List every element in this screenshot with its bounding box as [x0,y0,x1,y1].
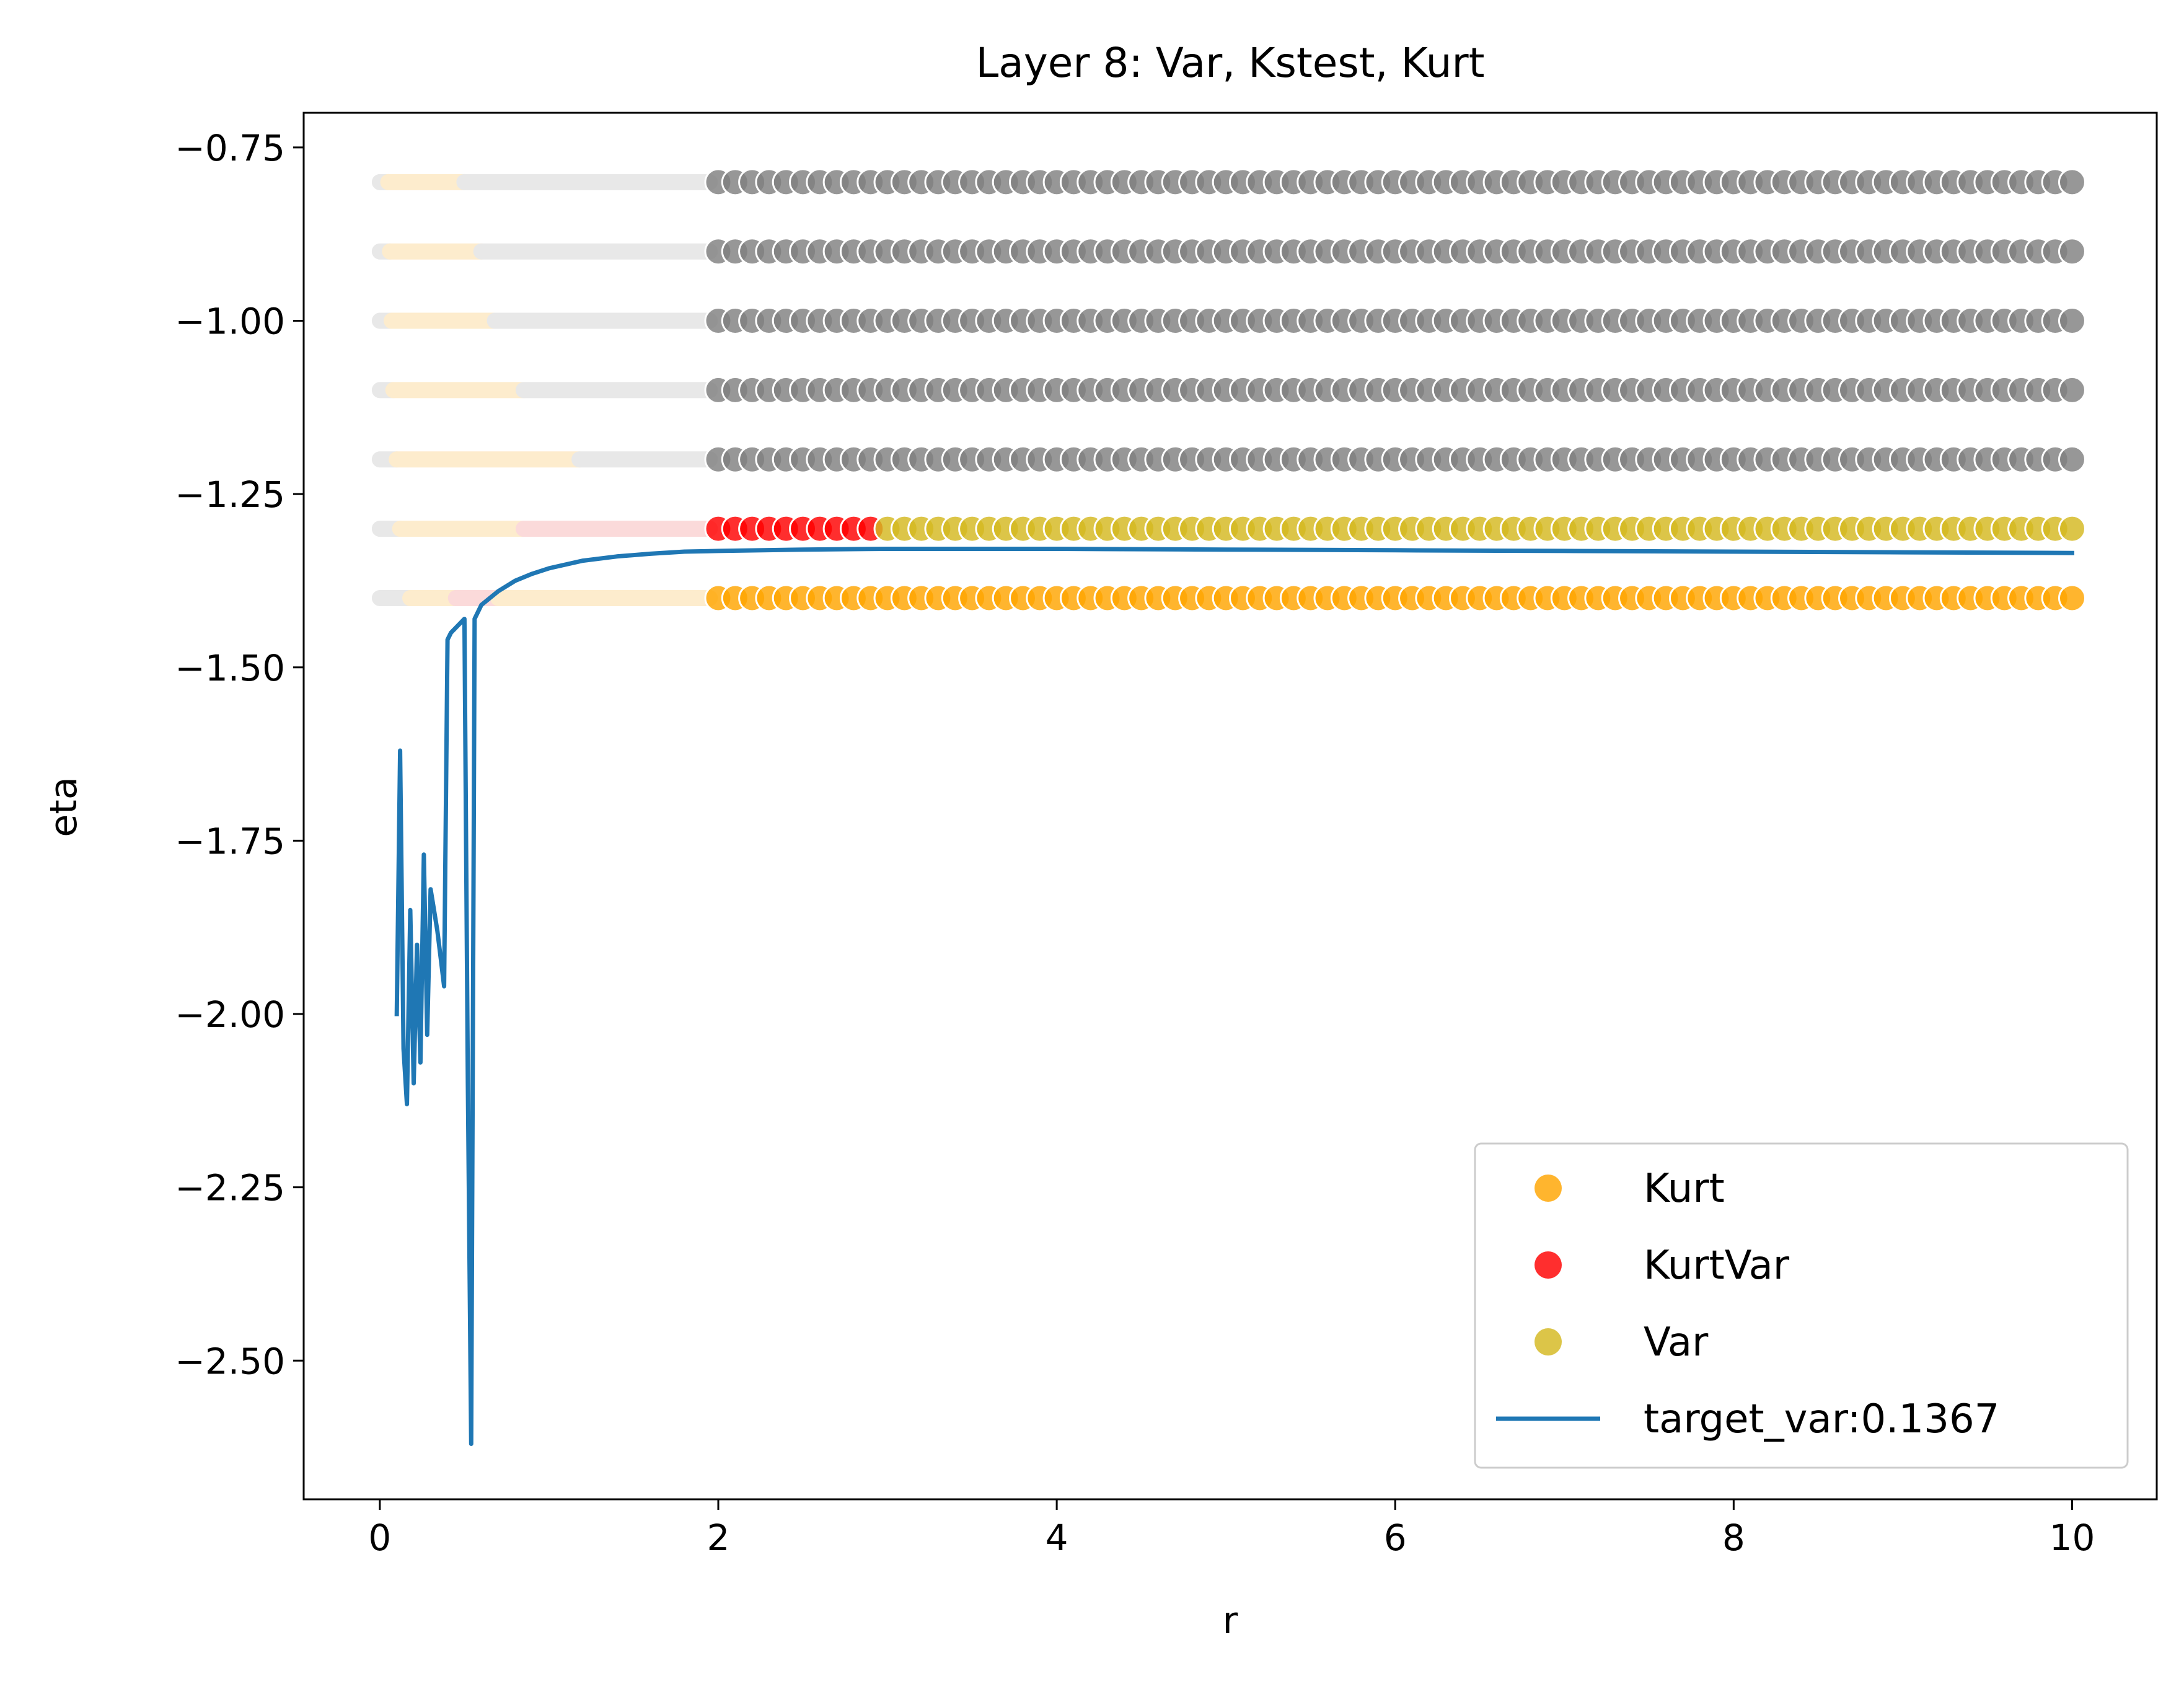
y-tick-label: −1.75 [175,820,285,862]
line-series [394,547,2075,1446]
x-tick-label: 2 [707,1517,730,1559]
chart-title: Layer 8: Var, Kstest, Kurt [976,39,1485,87]
y-tick-label: −0.75 [175,127,285,169]
legend: Kurt KurtVar Var target_var:0.1367 [1474,1142,2129,1469]
y-tick-label: −1.00 [175,301,285,343]
y-tick-label: −1.25 [175,474,285,516]
legend-label: Kurt [1644,1166,1725,1212]
x-tick-label: 6 [1384,1517,1407,1559]
x-tick-label: 10 [2050,1517,2095,1559]
legend-marker-kurt [1535,1175,1562,1202]
legend-label: KurtVar [1644,1243,1790,1289]
data-point-none-2-80 [2058,307,2086,335]
data-point-none-3-80 [2058,376,2086,404]
y-tick-label: −1.50 [175,647,285,689]
data-point-none-0-80 [2058,168,2086,196]
plot-area-frame [302,112,2158,1501]
x-tick-label: 4 [1046,1517,1068,1559]
series-line-target-var [394,547,2075,1446]
x-axis-ticks: 0 2 4 6 8 10 [368,1499,2095,1559]
y-tick-label: −2.50 [175,1340,285,1382]
x-tick-label: 8 [1722,1517,1745,1559]
legend-label: Var [1644,1320,1709,1365]
y-tick-label: −2.25 [175,1167,285,1209]
x-tick-label: 0 [368,1517,391,1559]
x-axis-label: r [1223,1599,1238,1642]
data-point-none-4-80 [2058,445,2086,474]
y-axis-ticks: −0.75 −1.00 −1.25 −1.50 −1.75 −2.00 −2.25 −2.50 [175,127,304,1382]
data-point-none-1-80 [2058,237,2086,266]
y-tick-label: −2.00 [175,994,285,1036]
legend-label: target_var:0.1367 [1644,1396,1999,1442]
y-axis-label: eta [42,777,86,837]
data-point-var-5-80 [2058,514,2086,543]
faint-bands [371,174,718,606]
legend-box [1474,1142,2129,1469]
legend-marker-var [1535,1328,1562,1356]
scatter-points [704,168,2086,612]
legend-marker-kurtvar [1535,1251,1562,1279]
data-point-kurt-6-80 [2058,584,2086,612]
